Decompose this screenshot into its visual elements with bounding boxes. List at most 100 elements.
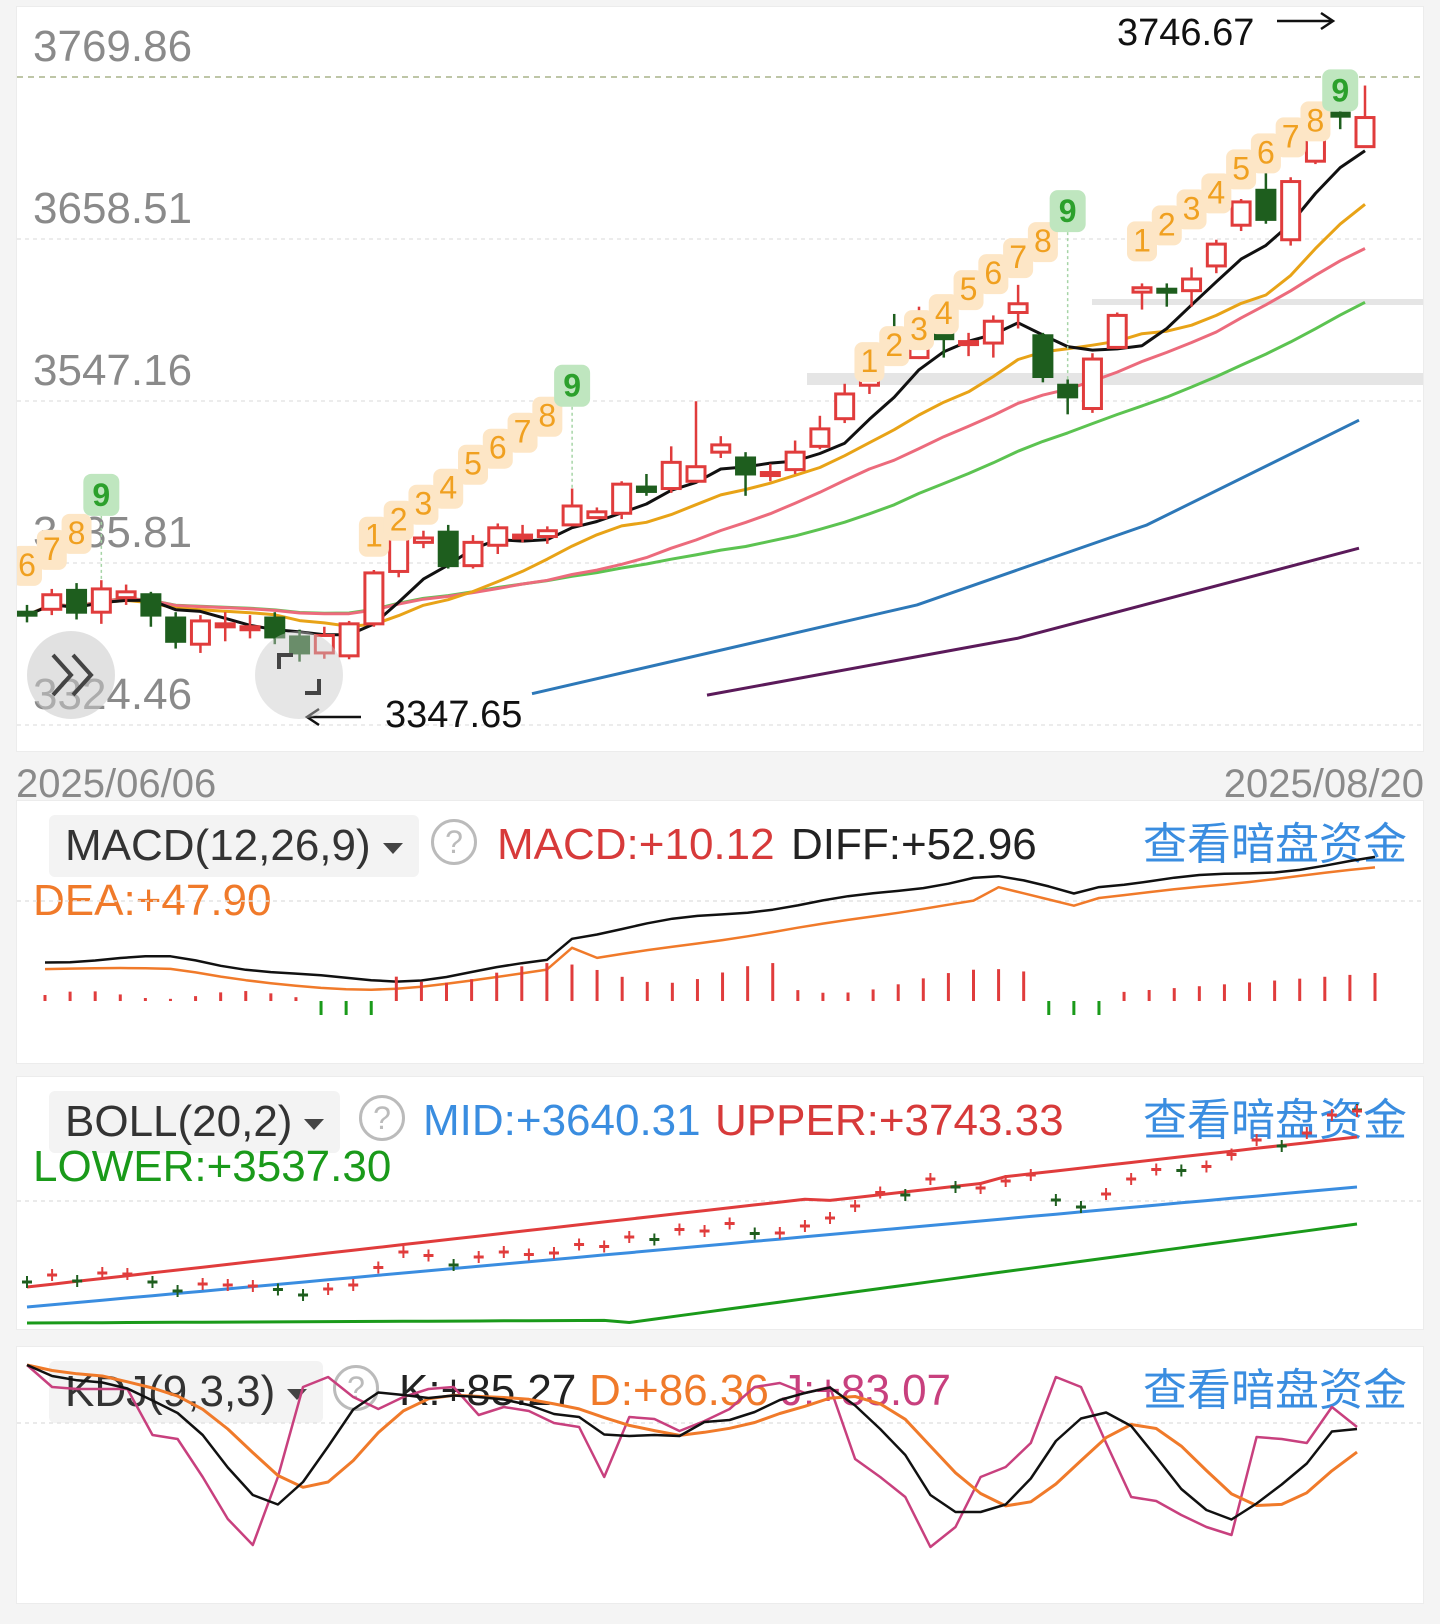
td-nine-bg xyxy=(83,473,120,516)
y-axis-label: 3547.16 xyxy=(33,346,192,395)
td-count: 2 xyxy=(390,502,408,538)
candle xyxy=(313,633,335,655)
view-dark-pool-link[interactable]: 查看暗盘资金 xyxy=(1143,1366,1407,1415)
candle xyxy=(635,485,657,493)
y-axis-label: 3658.51 xyxy=(33,184,192,233)
macd-chart xyxy=(17,855,1423,1015)
high-arrow-head xyxy=(1320,11,1336,31)
macd-panel: MACD(12,26,9) ? MACD:+10.12 DIFF:+52.96 … xyxy=(16,800,1424,1064)
td-count-bg xyxy=(1201,173,1232,214)
candle xyxy=(536,529,558,539)
td-count-bg xyxy=(854,342,885,383)
candle xyxy=(239,625,261,632)
candle xyxy=(165,616,187,643)
candle xyxy=(586,510,608,520)
td-count: 7 xyxy=(514,414,532,450)
td-count-bg xyxy=(953,270,984,311)
td-count-bg xyxy=(1250,133,1281,174)
low-annotation: 3347.65 xyxy=(385,694,522,736)
td-count: 6 xyxy=(18,547,36,583)
boll-chart xyxy=(17,1104,1423,1325)
boll-selector-label: BOLL(20,2) xyxy=(65,1097,293,1146)
td-count-bg xyxy=(928,294,959,335)
macd-value: MACD:+10.12 xyxy=(497,820,775,869)
kdj-panel: KDJ(9,3,3) ? K:+85.27 D:+86.36 J:+83.07 … xyxy=(16,1346,1424,1604)
td-count: 1 xyxy=(861,343,879,379)
dea-line xyxy=(44,866,1376,991)
ma60-line xyxy=(531,418,1360,696)
candle xyxy=(214,622,236,629)
help-icon[interactable]: ? xyxy=(431,819,477,865)
td-count-bg xyxy=(482,428,513,469)
td-nine-bg xyxy=(554,364,591,407)
td-count: 6 xyxy=(489,430,507,466)
diff-value: DIFF:+52.96 xyxy=(791,820,1037,869)
candle xyxy=(264,616,286,639)
td-count-bg xyxy=(383,500,414,541)
candle xyxy=(611,482,633,515)
td-count: 7 xyxy=(1282,118,1300,154)
td-count: 1 xyxy=(365,518,383,554)
kdj-chart xyxy=(17,1363,1423,1549)
candle xyxy=(289,635,311,655)
ma10-line xyxy=(26,203,1366,628)
candle xyxy=(66,588,88,614)
low-arrow-head xyxy=(304,707,320,727)
td-count-bg xyxy=(17,545,42,586)
td-count: 6 xyxy=(984,255,1002,291)
upper-value: UPPER:+3743.33 xyxy=(715,1096,1064,1145)
td-count: 3 xyxy=(910,311,928,347)
candle xyxy=(462,540,484,568)
boll-lower-line xyxy=(26,1222,1358,1325)
crop-button[interactable] xyxy=(255,631,343,719)
candle xyxy=(1057,383,1079,399)
td-count-bg xyxy=(532,396,563,437)
date-end-label: 2025/08/20 xyxy=(1223,762,1424,806)
candle xyxy=(660,460,682,491)
view-dark-pool-link[interactable]: 查看暗盘资金 xyxy=(1143,1096,1407,1145)
candle xyxy=(1007,302,1029,314)
candle xyxy=(1181,277,1203,293)
candle xyxy=(834,392,856,421)
td-nine: 9 xyxy=(1331,72,1349,108)
candle xyxy=(412,536,434,544)
view-dark-pool-link[interactable]: 查看暗盘资金 xyxy=(1143,820,1407,869)
candlestick-chart-panel[interactable]: 3769.86 3658.51 3547.16 3435.81 3324.46 6 7 8 9 1… xyxy=(16,6,1424,752)
caret-down-icon xyxy=(382,842,403,854)
td-nine-bg xyxy=(1049,190,1086,233)
boll-upper-line xyxy=(26,1135,1358,1289)
td-count: 4 xyxy=(439,470,457,506)
candle xyxy=(115,590,137,600)
td-count-bg xyxy=(507,412,538,453)
candle xyxy=(1255,188,1277,221)
ma120-line xyxy=(706,546,1360,697)
td-nine: 9 xyxy=(92,477,110,513)
td-count-bg xyxy=(1003,238,1034,279)
td-count-bg xyxy=(1127,221,1157,262)
td-count: 4 xyxy=(935,295,953,331)
candle xyxy=(41,593,63,611)
td-count: 5 xyxy=(960,271,978,307)
candle xyxy=(338,622,360,658)
candle xyxy=(1106,313,1128,349)
double-chevron-icon xyxy=(51,653,74,697)
boll-selector[interactable]: BOLL(20,2) xyxy=(49,1091,341,1153)
td-count-bg xyxy=(904,310,934,351)
macd-selector[interactable]: MACD(12,26,9) xyxy=(49,815,419,877)
candle xyxy=(17,610,38,617)
diff-line xyxy=(44,855,1376,983)
y-axis-label: 3769.86 xyxy=(33,22,192,71)
help-icon[interactable]: ? xyxy=(359,1095,405,1141)
j-line xyxy=(26,1364,1358,1549)
td-count-bg xyxy=(458,444,488,485)
candle xyxy=(1354,116,1376,149)
td-count-bg xyxy=(61,513,92,554)
candle xyxy=(1329,111,1351,118)
td-count-bg xyxy=(1151,205,1182,246)
td-count: 3 xyxy=(415,486,433,522)
candle xyxy=(561,504,583,527)
double-chevron-icon xyxy=(71,653,94,697)
td-count: 3 xyxy=(1183,190,1201,226)
candle xyxy=(90,587,112,614)
